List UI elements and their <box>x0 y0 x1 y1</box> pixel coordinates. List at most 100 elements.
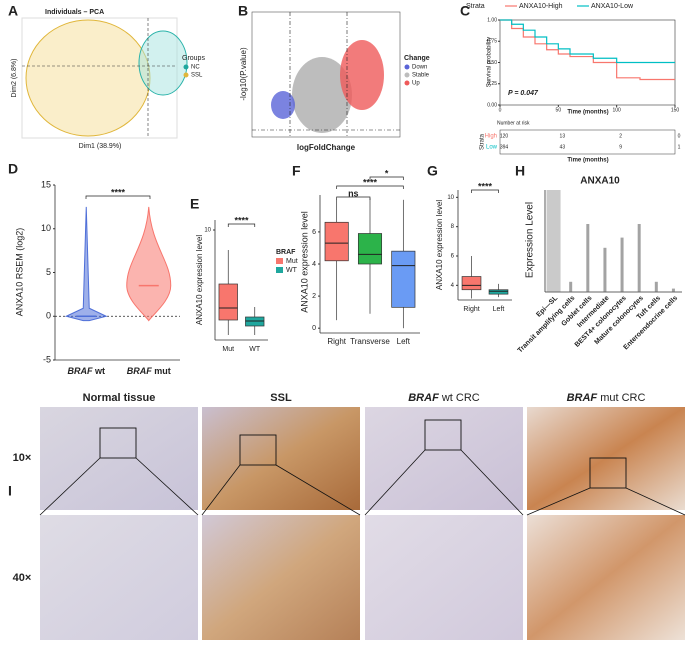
legend-title: Strata <box>466 3 485 10</box>
strip <box>654 281 658 292</box>
significance-bracket <box>85 195 151 199</box>
x-tick-label: Right <box>463 306 479 313</box>
significance: **** <box>111 187 126 197</box>
y-tick-label: 0.75 <box>487 39 497 45</box>
zoom-line <box>39 457 101 516</box>
zoom-line <box>201 464 241 516</box>
y-tick-label: 1.00 <box>487 17 497 23</box>
y-tick-label: 2 <box>312 293 316 300</box>
legend-title: Groups <box>182 55 205 62</box>
risk-count: 43 <box>560 144 566 150</box>
x-tick-label: Left <box>493 306 505 313</box>
panel-label: D <box>8 161 18 177</box>
legend-swatch <box>276 267 283 273</box>
panel-label: A <box>8 3 18 19</box>
box <box>391 250 416 308</box>
risk-label: Low <box>486 145 498 151</box>
zoom-line <box>275 464 361 516</box>
risk-label: High <box>485 134 497 140</box>
legend-swatch <box>183 72 189 78</box>
column-title: Normal tissue <box>83 392 156 404</box>
legend-swatch <box>404 64 410 70</box>
y-tick-label: 10 <box>447 195 454 201</box>
legend-label: SSL <box>191 73 203 79</box>
pca-plot <box>21 17 188 139</box>
risk-title: Number at risk <box>497 120 530 126</box>
legend-label: NC <box>191 65 200 71</box>
up-cloud <box>340 40 384 110</box>
y-tick-label: 15 <box>41 179 51 189</box>
micrograph-10x <box>365 407 523 510</box>
risk-count: 120 <box>500 133 509 139</box>
panel-label: H <box>515 163 525 179</box>
nc-ellipse <box>138 30 188 96</box>
risk-count: 1 <box>678 144 681 150</box>
zoom-box <box>589 457 627 489</box>
legend-title: BRAF <box>276 249 296 256</box>
ssl-ellipse <box>25 19 151 137</box>
significance: **** <box>234 215 249 225</box>
row-label: 10× <box>13 452 32 464</box>
significance-bracket <box>471 189 499 193</box>
label-text: mut CRC <box>597 392 645 404</box>
panel-label: B <box>238 3 248 19</box>
panel-label: G <box>427 163 438 179</box>
chart-title: Individuals – PCA <box>45 9 104 16</box>
y-tick-label: 0.25 <box>487 81 497 87</box>
y-axis-label: Dim2 (6.8%) <box>11 59 18 98</box>
panel-label: I <box>8 483 12 499</box>
stable-cloud <box>292 57 352 133</box>
significance-bracket <box>336 185 404 189</box>
x-tick-label: BRAF wt <box>68 366 106 376</box>
x-tick-label: 150 <box>671 107 680 113</box>
gene-name: BRAF <box>68 366 93 376</box>
box <box>488 289 509 295</box>
risk-count: 9 <box>619 144 622 150</box>
y-tick-label: 4 <box>312 261 316 268</box>
legend-label: Up <box>412 81 420 87</box>
strip <box>637 224 641 292</box>
y-tick-label: 8 <box>451 224 455 230</box>
risk-count: 2 <box>619 133 622 139</box>
significance: **** <box>363 177 378 187</box>
legend-label: ANXA10-High <box>519 3 563 10</box>
strip <box>671 288 675 292</box>
legend-swatch <box>276 258 283 264</box>
micrograph-40x <box>365 515 523 640</box>
gene-name: BRAF <box>567 392 598 404</box>
zoom-line <box>460 449 524 516</box>
survival-curve <box>500 19 675 81</box>
x-axis-label: Dim1 (38.9%) <box>79 143 122 150</box>
violin <box>64 206 108 322</box>
x-tick-label: Transverse <box>350 337 390 346</box>
legend-label: Down <box>412 65 427 71</box>
y-axis-label: Survival probability <box>487 37 493 87</box>
x-axis-label: Time (months) <box>567 110 608 116</box>
y-tick-label: 10 <box>41 223 51 233</box>
x-tick-label: Right <box>327 337 346 346</box>
risk-count: 0 <box>678 133 681 139</box>
strip <box>586 224 590 292</box>
zoom-line <box>135 457 199 516</box>
strip <box>546 190 561 292</box>
y-axis-label: -log10(P.value) <box>239 47 248 101</box>
significance: * <box>385 168 389 178</box>
legend-swatch <box>404 72 410 78</box>
x-tick-label: Left <box>397 337 411 346</box>
panel-label: C <box>460 3 470 19</box>
annotation: P = 0.047 <box>508 90 539 97</box>
y-tick-label: 0.50 <box>487 60 497 66</box>
micrograph-40x <box>202 515 360 640</box>
column-title: SSL <box>270 392 292 404</box>
legend-label: WT <box>286 267 298 274</box>
legend-swatch <box>404 80 410 86</box>
strip <box>620 237 624 292</box>
gene-name: BRAF <box>408 392 439 404</box>
box <box>324 221 349 262</box>
gene-name: BRAF <box>127 366 152 376</box>
y-axis-label: ANXA10 expression level <box>195 235 204 325</box>
micrograph-10x <box>202 407 360 510</box>
y-axis-label: ANXA10 expression level <box>435 200 444 290</box>
panel-label: E <box>190 196 199 212</box>
zoom-line <box>625 487 685 516</box>
